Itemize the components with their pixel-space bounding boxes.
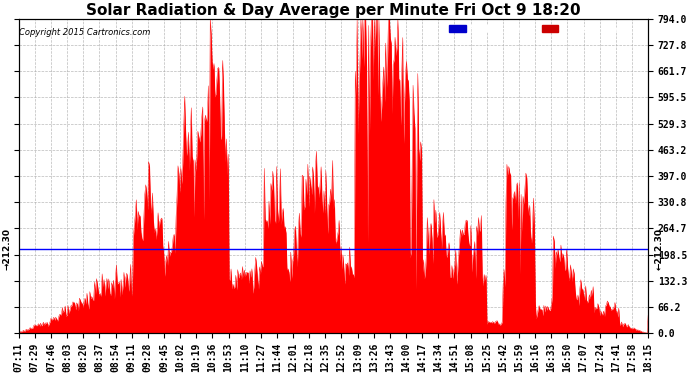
Text: Copyright 2015 Cartronics.com: Copyright 2015 Cartronics.com (19, 28, 150, 38)
Legend: Median (w/m2), Radiation (w/m2): Median (w/m2), Radiation (w/m2) (448, 23, 644, 36)
Title: Solar Radiation & Day Average per Minute Fri Oct 9 18:20: Solar Radiation & Day Average per Minute… (86, 3, 581, 18)
Text: ←212.30: ←212.30 (655, 228, 664, 270)
Text: →212.30: →212.30 (3, 228, 12, 270)
